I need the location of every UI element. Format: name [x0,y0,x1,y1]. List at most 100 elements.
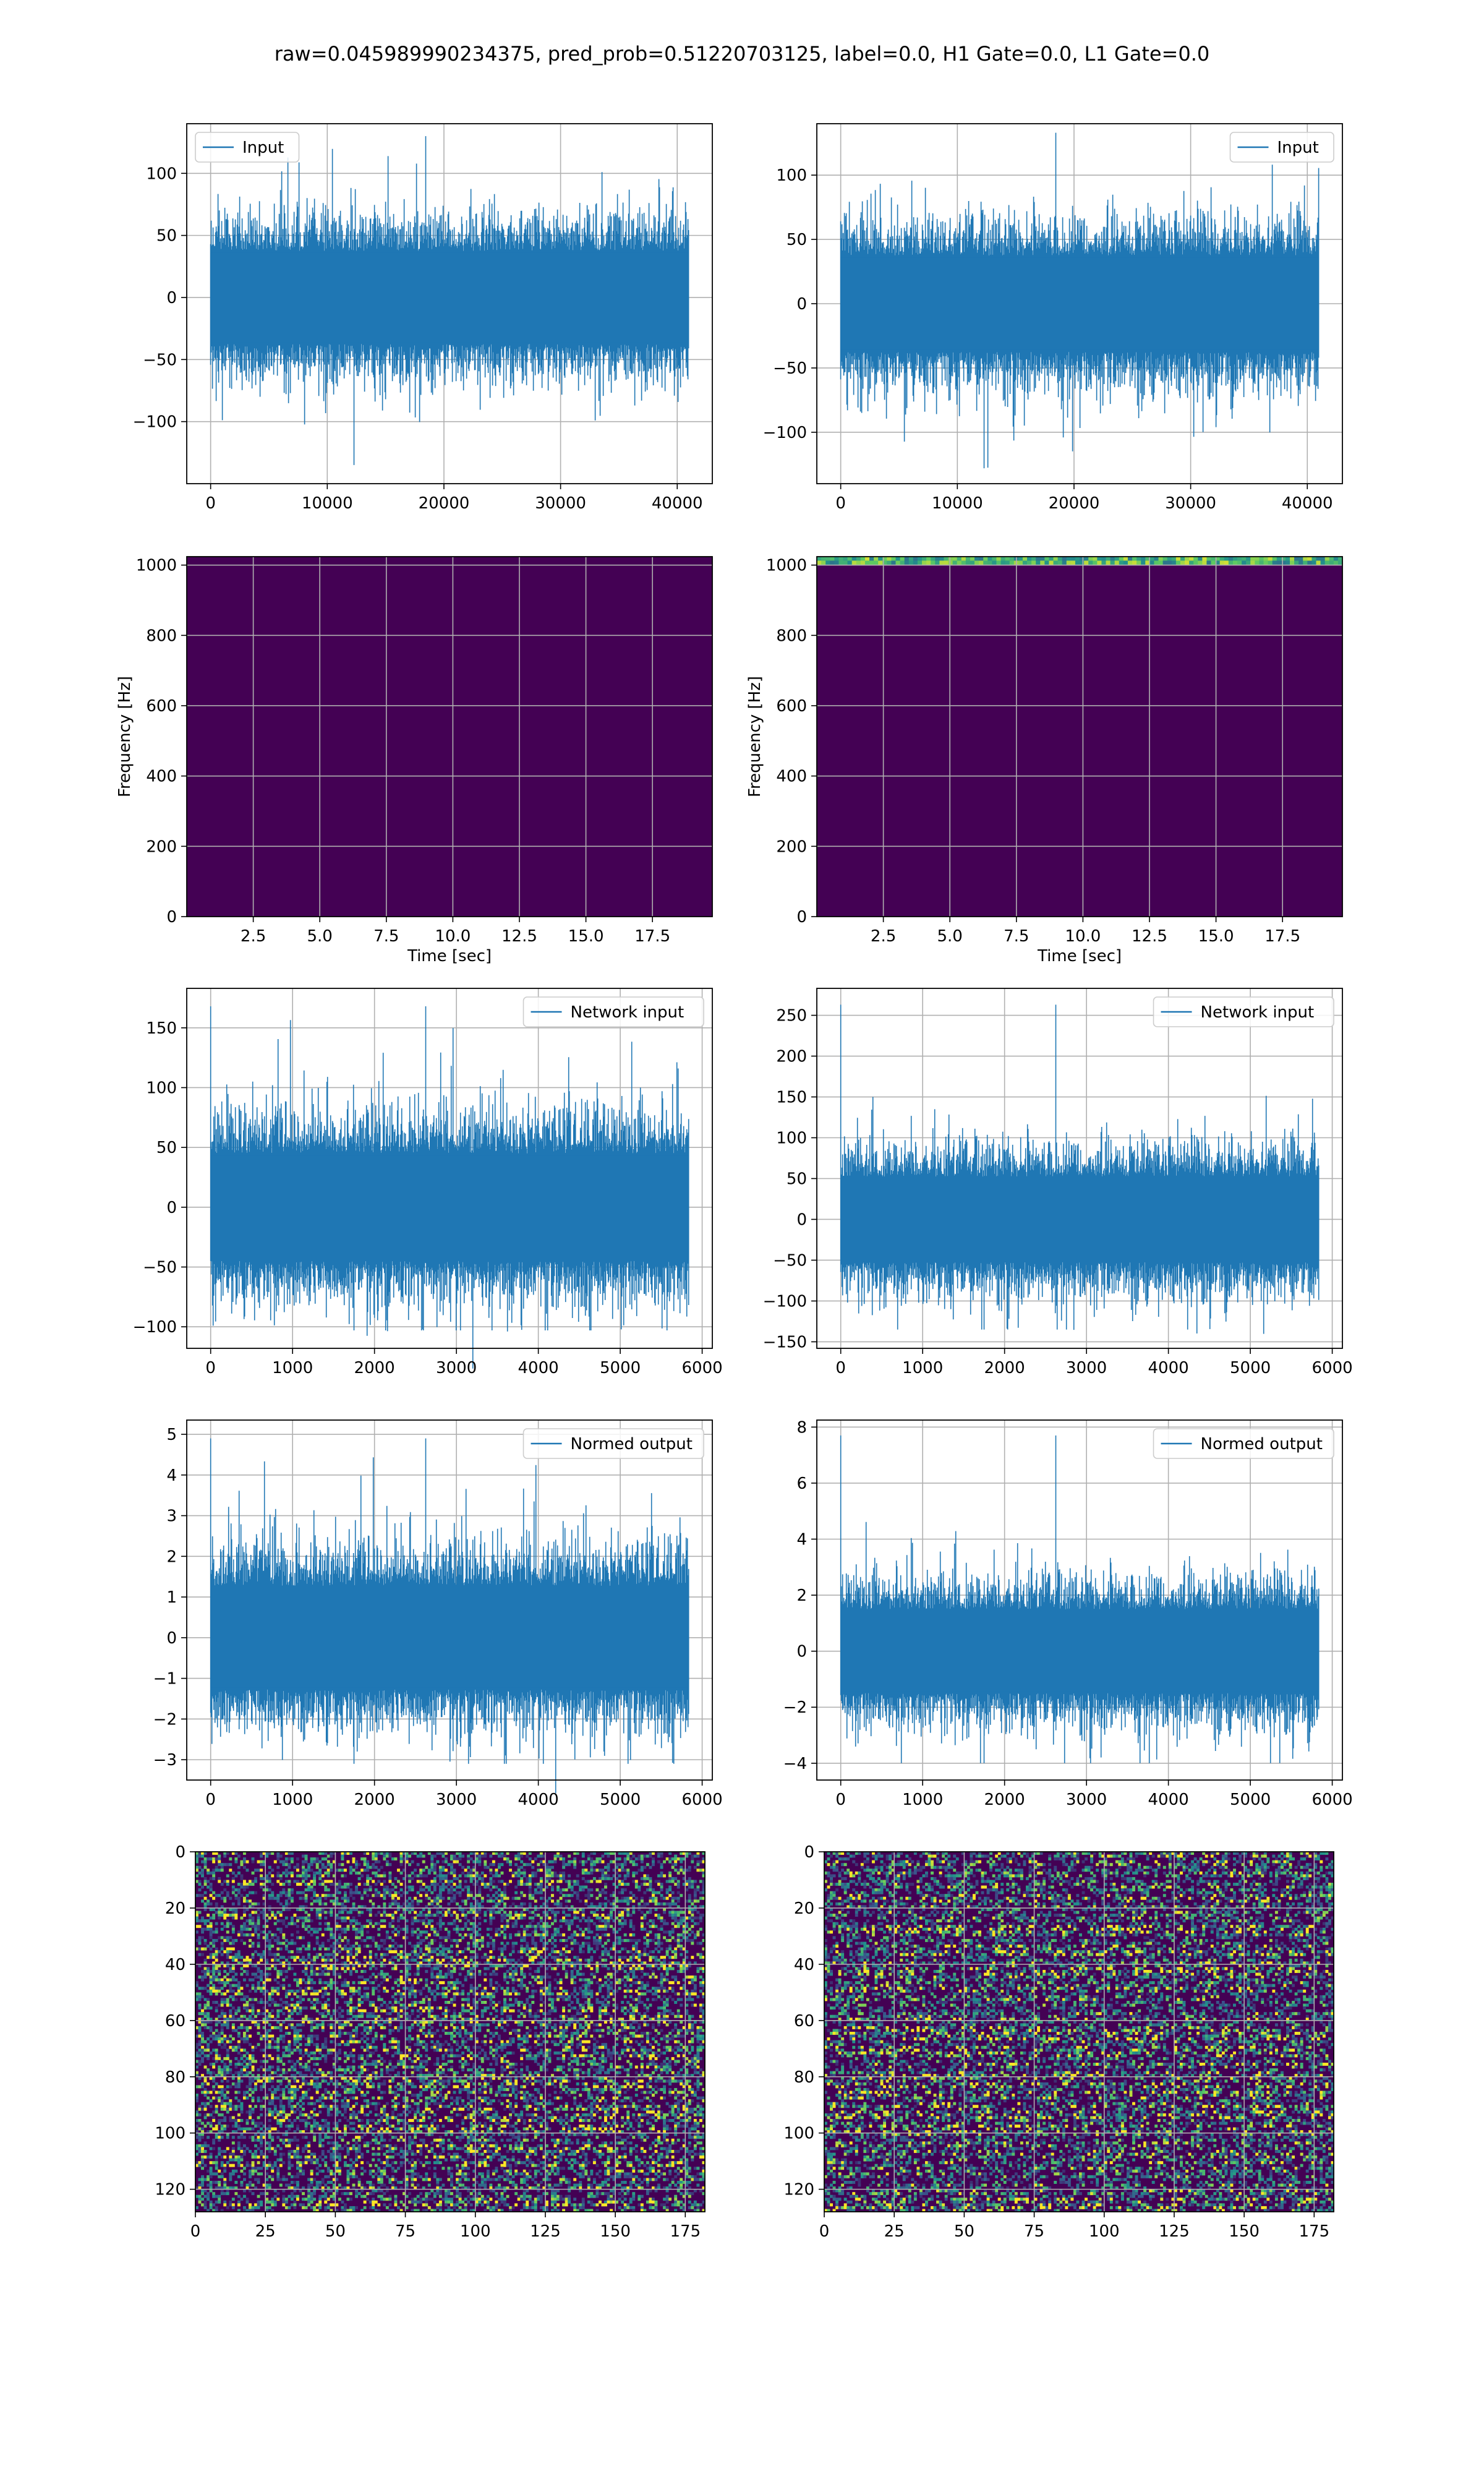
heatmap-cell [548,1998,552,2001]
heatmap-cell [310,1885,313,1889]
heatmap-cell [279,1891,283,1894]
heatmap-cell [338,1927,341,1931]
heatmap-cell [1123,560,1128,565]
heatmap-cell [576,1958,579,1962]
heatmap-cell [284,1868,288,1872]
heatmap-cell [500,1947,504,1951]
heatmap-cell [433,1863,437,1867]
heatmap-cell [573,1956,577,1959]
heatmap-cell [383,1925,386,1928]
heatmap-cell [394,1877,398,1880]
heatmap-cell [242,1998,246,2001]
heatmap-cell [290,1852,294,1855]
heatmap-cell [646,1989,649,1993]
heatmap-cell [234,1992,238,1996]
heatmap-cell [478,1905,482,1909]
heatmap-cell [528,1947,532,1951]
heatmap-cell [484,1919,487,1923]
heatmap-cell [553,1857,557,1861]
heatmap-cell [399,1981,403,1985]
heatmap-cell [369,1981,372,1985]
heatmap-cell [447,1880,451,1883]
heatmap-cell [685,1899,689,1903]
heatmap-cell [497,1899,501,1903]
heatmap-cell [223,1916,227,1920]
heatmap-cell [665,1938,669,1942]
heatmap-cell [245,1907,249,1911]
heatmap-cell [447,1888,451,1892]
heatmap-cell [203,1927,207,1931]
heatmap-cell [568,1950,571,1954]
heatmap-cell [699,1989,702,1993]
heatmap-cell [458,1894,462,1898]
heatmap-cell [469,1975,473,1979]
heatmap-cell [430,1857,434,1861]
heatmap-cell [419,1950,423,1954]
heatmap-cell [651,1975,655,1979]
heatmap-cell [581,1885,585,1889]
heatmap-cell [497,1958,501,1962]
heatmap-cell [223,1880,227,1883]
heatmap-cell [374,1871,378,1875]
heatmap-cell [257,1936,260,1940]
heatmap-cell [279,1894,283,1898]
heatmap-cell [324,1871,328,1875]
heatmap-cell [601,1854,605,1858]
heatmap-cell [396,2000,400,2004]
heatmap-cell [324,2009,328,2013]
heatmap-cell [215,1958,218,1962]
heatmap-cell [461,1899,465,1903]
heatmap-cell [612,1930,616,1934]
heatmap-cell [408,1964,412,1967]
heatmap-cell [357,1950,361,1954]
heatmap-cell [209,1953,213,1956]
heatmap-cell [570,1969,574,1973]
heatmap-cell [489,1941,493,1945]
heatmap-cell [273,1896,277,1900]
heatmap-cell [203,1938,207,1942]
heatmap-cell [691,1956,694,1959]
heatmap-cell [565,1995,568,1998]
heatmap-cell [517,1984,521,1987]
heatmap-cell [492,1945,495,1948]
heatmap-cell [651,1894,655,1898]
heatmap-cell [220,1922,224,1925]
heatmap-cell [685,1964,689,1967]
heatmap-cell [284,1975,288,1979]
heatmap-cell [640,1927,644,1931]
heatmap-cell [324,2003,328,2007]
heatmap-cell [231,1958,235,1962]
heatmap-cell [355,1930,358,1934]
heatmap-cell [360,2009,364,2013]
heatmap-cell [427,1945,431,1948]
heatmap-cell [450,1950,453,1954]
heatmap-cell [438,1891,442,1894]
heatmap-cell [651,1998,655,2001]
heatmap-cell [396,1880,400,1883]
heatmap-cell [276,1969,280,1973]
heatmap-cell [680,1969,683,1973]
heatmap-cell [584,1860,588,1864]
heatmap-cell [475,1956,479,1959]
heatmap-cell [478,1998,482,2001]
heatmap-cell [203,1860,207,1864]
heatmap-cell [629,1969,633,1973]
heatmap-cell [343,1868,347,1872]
heatmap-cell [539,1854,543,1858]
heatmap-cell [229,1987,232,1990]
heatmap-cell [581,2006,585,2010]
heatmap-cell [268,1894,271,1898]
heatmap-cell [601,1860,605,1864]
heatmap-cell [654,1899,658,1903]
heatmap-cell [497,1947,501,1951]
heatmap-cell [590,1888,594,1892]
heatmap-cell [548,1860,552,1864]
heatmap-cell [220,1953,224,1956]
heatmap-cell [671,1863,675,1867]
heatmap-cell [550,1871,554,1875]
heatmap-cell [522,1863,526,1867]
heatmap-cell [341,1981,344,1985]
heatmap-cell [618,1863,621,1867]
heatmap-cell [207,1927,210,1931]
heatmap-cell [1237,560,1242,565]
